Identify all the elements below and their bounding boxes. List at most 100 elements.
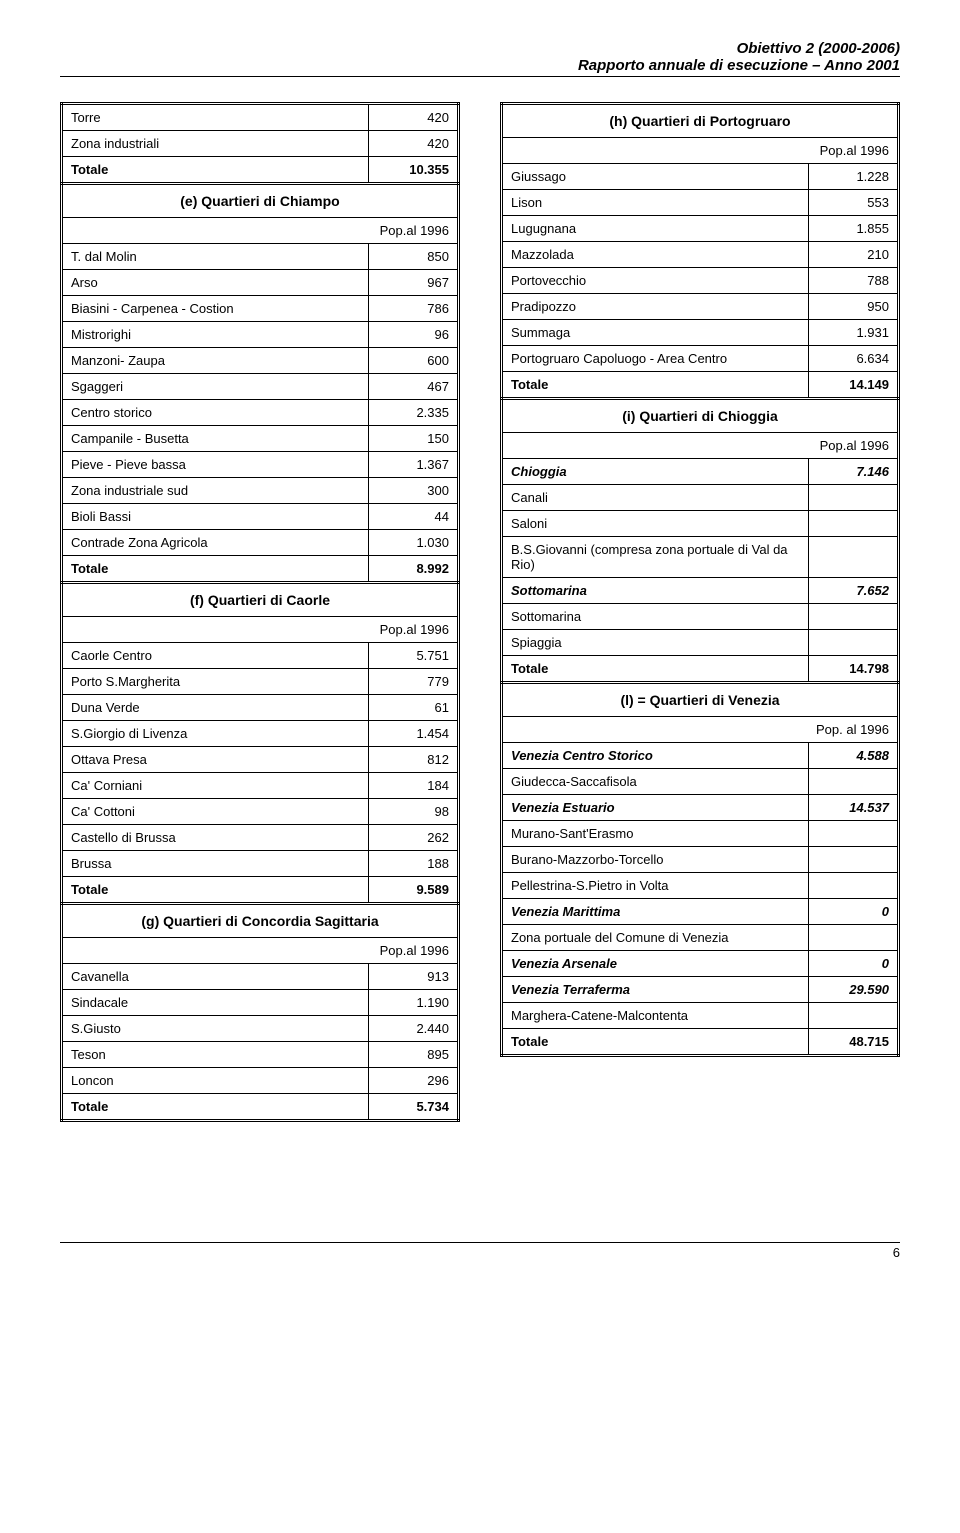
- row-value: 1.454: [369, 721, 459, 747]
- row-value: [809, 769, 899, 795]
- table-row: Zona industriale sud300: [62, 478, 459, 504]
- left-column: Torre420Zona industriali420Totale10.355 …: [60, 102, 460, 1122]
- table-row: Saloni: [502, 511, 899, 537]
- table-row: Giudecca-Saccafisola: [502, 769, 899, 795]
- table-row: Mazzolada210: [502, 242, 899, 268]
- row-value: 44: [369, 504, 459, 530]
- table-row: Venezia Terraferma29.590: [502, 977, 899, 1003]
- table-h: (h) Quartieri di Portogruaro Pop.al 1996…: [500, 102, 900, 400]
- row-label: Contrade Zona Agricola: [62, 530, 369, 556]
- row-value: [809, 630, 899, 656]
- row-label: Mistrorighi: [62, 322, 369, 348]
- row-label: Castello di Brussa: [62, 825, 369, 851]
- row-value: 1.931: [809, 320, 899, 346]
- row-label: Summaga: [502, 320, 809, 346]
- row-label: Saloni: [502, 511, 809, 537]
- row-value: 1.367: [369, 452, 459, 478]
- row-label: Totale: [62, 1094, 369, 1121]
- row-value: 7.146: [809, 459, 899, 485]
- row-value: 967: [369, 270, 459, 296]
- table-row: Cavanella913: [62, 964, 459, 990]
- table-d-continued: Torre420Zona industriali420Totale10.355: [60, 102, 460, 185]
- table-row: Totale10.355: [62, 157, 459, 184]
- row-value: 262: [369, 825, 459, 851]
- row-label: Bioli Bassi: [62, 504, 369, 530]
- pop-header-e: Pop.al 1996: [62, 218, 459, 244]
- content-columns: Torre420Zona industriali420Totale10.355 …: [60, 102, 900, 1122]
- row-label: Totale: [62, 157, 369, 184]
- table-row: Totale14.149: [502, 372, 899, 399]
- row-label: Spiaggia: [502, 630, 809, 656]
- table-row: Sottomarina: [502, 604, 899, 630]
- section-h-title: (h) Quartieri di Portogruaro: [502, 104, 899, 138]
- page-header: Obiettivo 2 (2000-2006) Rapporto annuale…: [60, 40, 900, 77]
- row-label: Ca' Corniani: [62, 773, 369, 799]
- section-i-title: (i) Quartieri di Chioggia: [502, 399, 899, 433]
- table-row: Torre420: [62, 104, 459, 131]
- page-footer: 6: [60, 1242, 900, 1260]
- row-value: 150: [369, 426, 459, 452]
- row-label: Biasini - Carpenea - Costion: [62, 296, 369, 322]
- table-row: Sgaggeri467: [62, 374, 459, 400]
- row-label: Venezia Arsenale: [502, 951, 809, 977]
- row-value: [809, 511, 899, 537]
- section-l-title: (l) = Quartieri di Venezia: [502, 683, 899, 717]
- row-label: Ca' Cottoni: [62, 799, 369, 825]
- row-label: Murano-Sant'Erasmo: [502, 821, 809, 847]
- row-label: Loncon: [62, 1068, 369, 1094]
- table-row: Giussago1.228: [502, 164, 899, 190]
- row-label: Marghera-Catene-Malcontenta: [502, 1003, 809, 1029]
- row-value: 0: [809, 899, 899, 925]
- table-row: Teson895: [62, 1042, 459, 1068]
- row-value: [809, 604, 899, 630]
- row-label: Zona industriale sud: [62, 478, 369, 504]
- row-label: Chioggia: [502, 459, 809, 485]
- row-value: 14.798: [809, 656, 899, 683]
- table-row: Venezia Estuario14.537: [502, 795, 899, 821]
- row-value: 2.335: [369, 400, 459, 426]
- row-value: 786: [369, 296, 459, 322]
- row-value: 14.149: [809, 372, 899, 399]
- row-label: S.Giusto: [62, 1016, 369, 1042]
- row-label: Sindacale: [62, 990, 369, 1016]
- row-value: 96: [369, 322, 459, 348]
- row-label: Portogruaro Capoluogo - Area Centro: [502, 346, 809, 372]
- table-row: Castello di Brussa262: [62, 825, 459, 851]
- row-label: Totale: [502, 1029, 809, 1056]
- row-label: Cavanella: [62, 964, 369, 990]
- row-value: 1.228: [809, 164, 899, 190]
- table-row: Portovecchio788: [502, 268, 899, 294]
- table-f: (f) Quartieri di Caorle Pop.al 1996 Caor…: [60, 581, 460, 905]
- report-title-line1: Obiettivo 2 (2000-2006): [60, 40, 900, 57]
- section-e-title: (e) Quartieri di Chiampo: [62, 184, 459, 218]
- table-row: Arso967: [62, 270, 459, 296]
- table-row: Mistrorighi96: [62, 322, 459, 348]
- table-row: Brussa188: [62, 851, 459, 877]
- table-row: B.S.Giovanni (compresa zona portuale di …: [502, 537, 899, 578]
- row-label: Pieve - Pieve bassa: [62, 452, 369, 478]
- table-row: Totale5.734: [62, 1094, 459, 1121]
- row-label: Lugugnana: [502, 216, 809, 242]
- row-label: Sottomarina: [502, 578, 809, 604]
- row-value: 812: [369, 747, 459, 773]
- section-f-title: (f) Quartieri di Caorle: [62, 583, 459, 617]
- table-row: Porto S.Margherita779: [62, 669, 459, 695]
- row-value: 61: [369, 695, 459, 721]
- row-value: 14.537: [809, 795, 899, 821]
- table-row: Pellestrina-S.Pietro in Volta: [502, 873, 899, 899]
- row-value: 184: [369, 773, 459, 799]
- row-value: 0: [809, 951, 899, 977]
- row-label: Pradipozzo: [502, 294, 809, 320]
- row-value: 5.734: [369, 1094, 459, 1121]
- row-value: 300: [369, 478, 459, 504]
- table-l: (l) = Quartieri di Venezia Pop. al 1996 …: [500, 681, 900, 1057]
- row-value: 950: [809, 294, 899, 320]
- pop-header-l: Pop. al 1996: [502, 717, 899, 743]
- table-g: (g) Quartieri di Concordia Sagittaria Po…: [60, 902, 460, 1122]
- row-value: [809, 847, 899, 873]
- row-label: Venezia Terraferma: [502, 977, 809, 1003]
- row-label: T. dal Molin: [62, 244, 369, 270]
- row-label: Teson: [62, 1042, 369, 1068]
- row-value: 895: [369, 1042, 459, 1068]
- table-i: (i) Quartieri di Chioggia Pop.al 1996 Ch…: [500, 397, 900, 684]
